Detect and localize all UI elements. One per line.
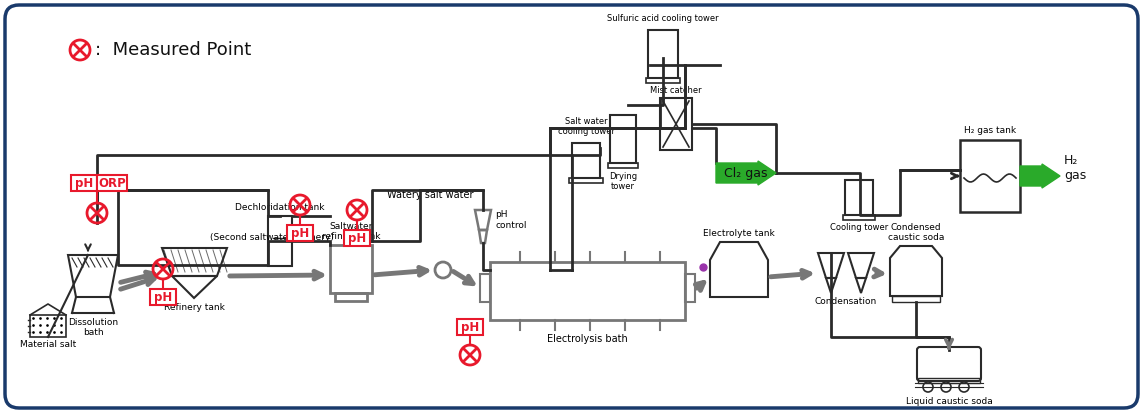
Bar — [572, 143, 600, 178]
Bar — [610, 115, 635, 163]
Bar — [457, 319, 483, 335]
Bar — [330, 245, 372, 293]
Bar — [30, 315, 66, 337]
Text: pH: pH — [461, 320, 479, 334]
Bar — [569, 178, 603, 183]
Bar — [660, 98, 692, 150]
Bar — [960, 140, 1020, 212]
Text: Cl₂ gas: Cl₂ gas — [724, 166, 767, 180]
Text: Sulfuric acid cooling tower: Sulfuric acid cooling tower — [607, 14, 719, 23]
Text: pH: pH — [291, 227, 309, 239]
Text: Condensed
caustic soda: Condensed caustic soda — [887, 222, 945, 242]
Text: Dechloridation tank: Dechloridation tank — [235, 203, 325, 212]
Text: Drying
tower: Drying tower — [609, 172, 637, 191]
Text: Refinery tank: Refinery tank — [164, 303, 224, 312]
Bar — [490, 262, 685, 320]
Bar — [335, 293, 368, 301]
Text: Liquid caustic soda: Liquid caustic soda — [906, 397, 993, 406]
Text: Condensation: Condensation — [815, 297, 877, 306]
Text: (Second saltwater refinery): (Second saltwater refinery) — [210, 233, 334, 242]
Bar — [268, 216, 292, 266]
FancyArrow shape — [1020, 164, 1060, 188]
Text: H₂ gas tank: H₂ gas tank — [964, 126, 1016, 135]
Bar — [287, 225, 313, 241]
Bar — [480, 274, 490, 302]
Text: Saltwater
refinery tank: Saltwater refinery tank — [322, 222, 380, 241]
Text: :  Measured Point: : Measured Point — [95, 41, 251, 59]
Text: pH
control: pH control — [495, 210, 527, 229]
Text: Watery salt water: Watery salt water — [387, 190, 473, 200]
Bar — [648, 30, 678, 78]
Text: Material salt: Material salt — [19, 340, 76, 349]
Bar — [97, 175, 127, 191]
Bar — [344, 230, 370, 246]
Bar — [918, 378, 980, 383]
Bar — [150, 289, 176, 305]
FancyArrow shape — [716, 161, 776, 185]
Text: Dissolution
bath: Dissolution bath — [68, 318, 118, 337]
Text: ORP: ORP — [98, 176, 126, 190]
Text: Cooling tower: Cooling tower — [830, 223, 889, 232]
Bar — [685, 274, 695, 302]
Text: Electrolysis bath: Electrolysis bath — [547, 334, 627, 344]
Bar — [843, 215, 875, 220]
Bar — [845, 180, 872, 215]
Text: pH: pH — [74, 176, 93, 190]
Bar — [608, 163, 638, 168]
Text: Salt water
cooling tower: Salt water cooling tower — [558, 117, 615, 136]
Text: H₂
gas: H₂ gas — [1064, 154, 1087, 182]
Text: Electrolyte tank: Electrolyte tank — [703, 229, 775, 238]
Text: pH: pH — [348, 232, 366, 244]
FancyBboxPatch shape — [5, 5, 1138, 408]
Text: Mist catcher: Mist catcher — [650, 86, 702, 95]
Bar — [646, 78, 680, 83]
Bar — [892, 296, 940, 302]
Bar — [71, 175, 97, 191]
Text: pH: pH — [153, 290, 172, 303]
